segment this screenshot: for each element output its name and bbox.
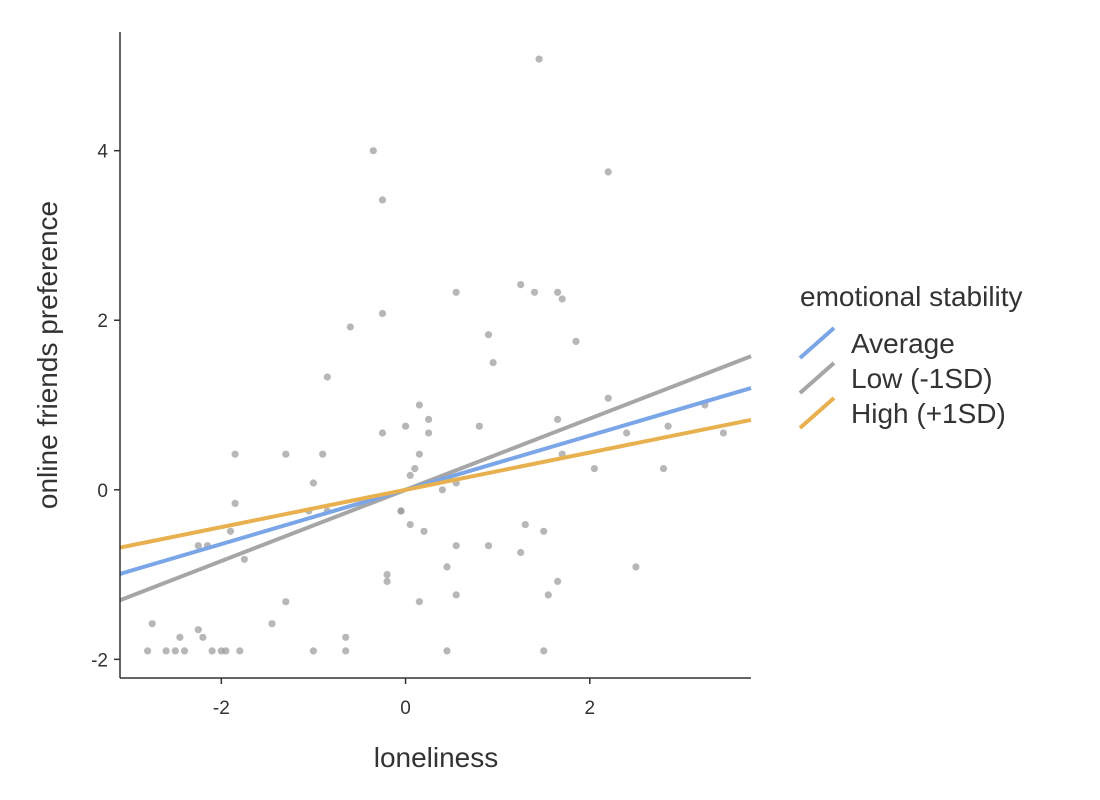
scatter-point bbox=[236, 647, 244, 655]
scatter-point bbox=[342, 647, 350, 655]
scatter-point bbox=[425, 415, 433, 423]
scatter-point bbox=[369, 147, 377, 155]
x-ticks: -2 0 2 bbox=[213, 678, 595, 719]
y-tick-label: 4 bbox=[97, 142, 108, 163]
scatter-point bbox=[406, 471, 414, 479]
scatter-point bbox=[240, 555, 248, 563]
scatter-point bbox=[222, 647, 230, 655]
series-line bbox=[119, 386, 752, 576]
scatter-point bbox=[397, 507, 405, 515]
scatter-point bbox=[415, 401, 423, 409]
scatter-point bbox=[604, 394, 612, 402]
scatter-point bbox=[268, 620, 276, 628]
axes bbox=[119, 32, 751, 679]
scatter-point bbox=[438, 486, 446, 494]
scatter-point bbox=[572, 337, 580, 345]
x-tick-label: 2 bbox=[585, 698, 596, 719]
scatter-point bbox=[194, 542, 202, 550]
y-tick-label: -2 bbox=[91, 650, 108, 671]
scatter-point bbox=[443, 563, 451, 571]
scatter-point bbox=[383, 571, 391, 579]
scatter-point bbox=[540, 647, 548, 655]
scatter-point bbox=[176, 633, 184, 641]
scatter-point bbox=[415, 598, 423, 606]
scatter-point bbox=[342, 633, 350, 641]
scatter-point bbox=[604, 168, 612, 176]
x-tick-label: 0 bbox=[400, 698, 411, 719]
legend: emotional stability Average Low (-1SD) Hig… bbox=[798, 281, 1023, 430]
scatter-point bbox=[231, 499, 239, 507]
legend-label: High (+1SD) bbox=[851, 398, 1006, 429]
scatter-point bbox=[623, 429, 631, 437]
scatter-point bbox=[148, 620, 156, 628]
scatter-point bbox=[521, 521, 529, 529]
scatter-point bbox=[378, 429, 387, 437]
series-line bbox=[119, 417, 752, 550]
scatter-point bbox=[554, 577, 562, 586]
legend-key bbox=[798, 326, 836, 360]
legend-key bbox=[798, 361, 836, 395]
scatter-point bbox=[659, 465, 668, 473]
scatter-point bbox=[144, 647, 152, 655]
scatter-point bbox=[540, 527, 548, 535]
scatter-point bbox=[415, 450, 423, 458]
scatter-point bbox=[452, 288, 460, 296]
scatter-point bbox=[443, 647, 451, 655]
y-tick-label: 0 bbox=[97, 481, 108, 502]
scatter-point bbox=[425, 429, 433, 437]
scatter-point bbox=[402, 422, 410, 430]
scatter-point bbox=[208, 647, 216, 655]
scatter-point bbox=[489, 359, 497, 367]
legend-label: Low (-1SD) bbox=[851, 363, 993, 394]
scatter-point bbox=[484, 331, 493, 339]
scatter-point bbox=[554, 415, 562, 423]
scatter-point bbox=[420, 527, 428, 535]
scatter-point bbox=[323, 373, 331, 381]
scatter-point bbox=[282, 450, 290, 458]
scatter-point bbox=[406, 521, 414, 529]
scatter-point bbox=[719, 429, 728, 437]
scatter-point bbox=[378, 309, 387, 318]
scatter-point bbox=[309, 647, 317, 655]
scatter-point bbox=[282, 598, 290, 606]
scatter-point bbox=[231, 450, 239, 458]
scatter-point bbox=[544, 591, 552, 599]
scatter-point bbox=[194, 626, 202, 634]
scatter-point bbox=[309, 479, 317, 487]
scatter-point bbox=[530, 288, 539, 296]
x-axis-title: loneliness bbox=[374, 742, 499, 773]
x-tick-label: -2 bbox=[213, 698, 230, 719]
scatter-point bbox=[475, 422, 483, 430]
series-line bbox=[119, 354, 752, 603]
scatter-point bbox=[383, 577, 391, 586]
scatter-point bbox=[632, 563, 640, 571]
scatter-point bbox=[162, 647, 170, 655]
scatter-point bbox=[319, 450, 327, 458]
legend-label: Average bbox=[851, 328, 955, 359]
scatter-point bbox=[226, 527, 235, 535]
y-ticks: -2 0 2 4 bbox=[91, 142, 120, 671]
scatter-point bbox=[180, 647, 189, 655]
scatter-point bbox=[558, 295, 566, 303]
scatter-point bbox=[590, 465, 599, 473]
scatter-point bbox=[199, 633, 207, 641]
scatter-point bbox=[517, 281, 525, 289]
scatter-point bbox=[171, 647, 179, 655]
scatter-point bbox=[378, 196, 387, 204]
scatter-point bbox=[411, 465, 419, 473]
scatter-point bbox=[664, 422, 672, 430]
scatter-point bbox=[535, 55, 543, 63]
plot-area bbox=[119, 55, 752, 655]
legend-key bbox=[798, 396, 836, 430]
y-tick-label: 2 bbox=[97, 311, 108, 332]
legend-title: emotional stability bbox=[800, 281, 1023, 312]
scatter-point bbox=[346, 323, 354, 331]
scatter-point bbox=[452, 542, 460, 550]
y-axis-title: online friends preference bbox=[32, 201, 63, 509]
scatter-point bbox=[517, 548, 525, 557]
scatter-point bbox=[484, 542, 493, 550]
scatter-point bbox=[554, 288, 562, 296]
scatter-point bbox=[452, 591, 460, 599]
